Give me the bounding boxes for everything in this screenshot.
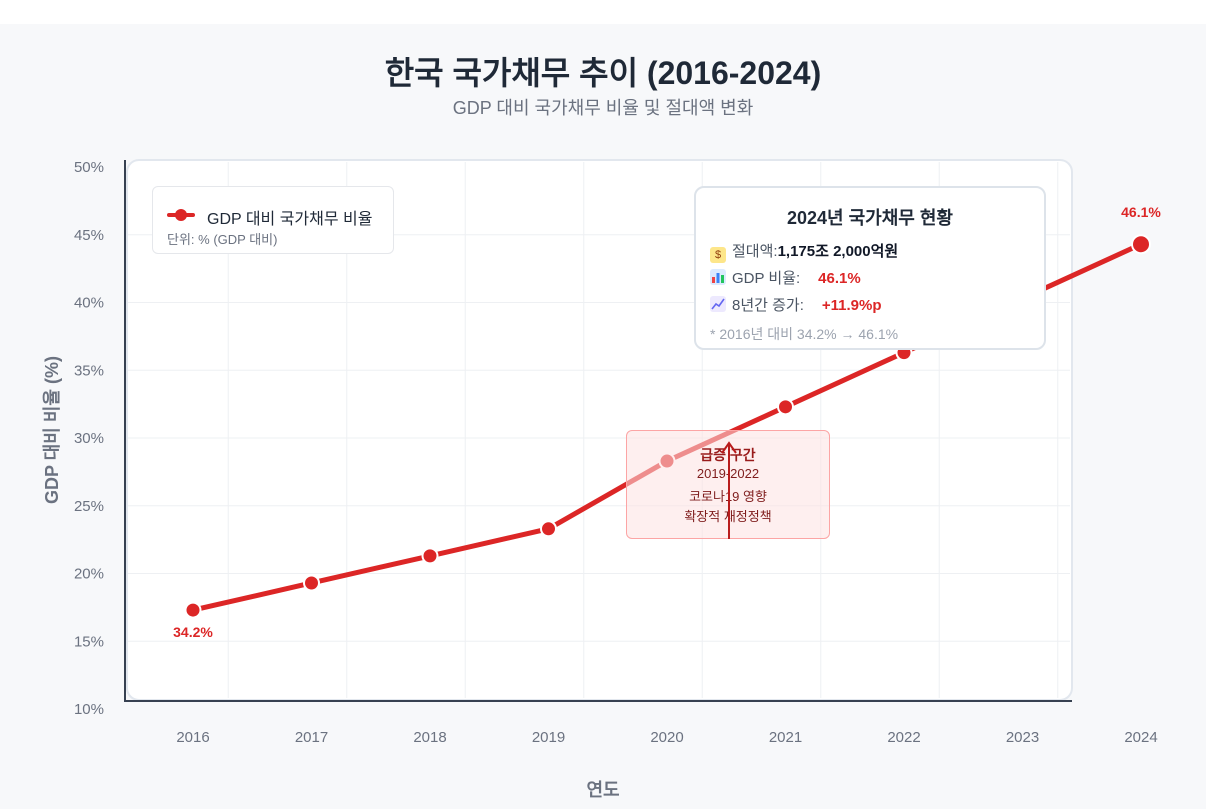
summary-title: 2024년 국가채무 현황 <box>787 208 953 228</box>
x-tick-label: 2017 <box>295 729 328 746</box>
legend-marker <box>175 209 187 221</box>
trend-up-icon <box>710 296 726 312</box>
surge-title: 급증 구간 <box>700 447 756 463</box>
y-axis-ticks: 10% 15% 20% 25% 30% 35% 40% 45% 50% <box>74 159 104 718</box>
data-label: 34.2% <box>173 624 213 640</box>
legend-unit: 단위: % (GDP 대비) <box>167 232 278 247</box>
summary-note: * 2016년 대비 34.2% → 46.1% <box>710 326 899 342</box>
x-tick-label: 2022 <box>887 729 920 746</box>
bar-chart-icon <box>710 269 726 285</box>
y-tick-label: 40% <box>74 295 104 312</box>
data-point[interactable] <box>421 547 439 565</box>
data-labels: 34.2% 46.1% <box>173 204 1161 640</box>
x-tick-label: 2019 <box>532 729 565 746</box>
x-tick-label: 2018 <box>413 729 446 746</box>
x-tick-label: 2024 <box>1124 729 1157 746</box>
surge-period: 2019-2022 <box>696 466 760 481</box>
data-point[interactable] <box>303 574 320 592</box>
y-tick-label: 35% <box>74 362 104 379</box>
x-tick-label: 2023 <box>1006 729 1039 746</box>
y-tick-label: 45% <box>74 227 104 244</box>
x-axis-title: 연도 <box>586 780 620 800</box>
x-tick-label: 2016 <box>176 729 209 746</box>
legend-label: GDP 대비 국가채무 비율 <box>207 211 373 228</box>
surge-arrow-icon <box>721 441 737 539</box>
summary-amount-row: $ 절대액:1,175조 2,000억원 <box>710 240 898 263</box>
y-axis-title: GDP 대비 비율 (%) <box>42 356 62 504</box>
summary-increase-row: 8년간 증가: +11.9%p <box>710 294 882 315</box>
y-tick-label: 10% <box>74 701 104 718</box>
x-axis-ticks: 2016 2017 2018 2019 2020 2021 2022 2023 2024 <box>176 729 1157 746</box>
ratio-label: GDP 비율: <box>732 270 801 287</box>
data-point[interactable] <box>184 601 202 619</box>
increase-value: +11.9%p <box>821 297 882 314</box>
increase-label: 8년간 증가: <box>732 297 804 314</box>
chart-title: 한국 국가채무 추이 (2016-2024) <box>384 55 822 91</box>
y-tick-label: 25% <box>74 498 104 515</box>
ratio-value: 46.1% <box>818 270 861 287</box>
y-tick-label: 50% <box>74 159 104 176</box>
data-label: 46.1% <box>1121 204 1161 220</box>
data-point[interactable] <box>1131 234 1151 255</box>
chart-subtitle: GDP 대비 국가채무 비율 및 절대액 변화 <box>452 98 754 118</box>
y-tick-label: 30% <box>74 430 104 447</box>
data-point[interactable] <box>777 398 794 416</box>
surge-annotation: 급증 구간 2019-2022 코로나19 영향 확장적 재정정책 <box>626 430 830 539</box>
y-tick-label: 15% <box>74 633 104 650</box>
x-tick-label: 2020 <box>650 729 683 746</box>
data-point[interactable] <box>540 520 557 538</box>
summary-ratio-row: GDP 비율: 46.1% <box>710 267 861 288</box>
x-tick-label: 2021 <box>769 729 802 746</box>
summary-card: 2024년 국가채무 현황 $ 절대액:1,175조 2,000억원 GDP 비율… <box>694 186 1046 350</box>
amount-label: 절대액: <box>732 243 778 260</box>
money-bag-icon: $ <box>710 247 726 263</box>
amount-value: 1,175조 2,000억원 <box>777 243 899 260</box>
y-tick-label: 20% <box>74 566 104 583</box>
legend: GDP 대비 국가채무 비율 단위: % (GDP 대비) <box>152 186 394 254</box>
